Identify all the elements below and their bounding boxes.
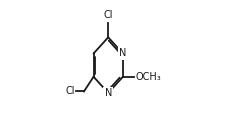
Text: Cl: Cl [65, 86, 75, 96]
Text: N: N [104, 88, 111, 98]
Text: Cl: Cl [103, 10, 112, 20]
Text: N: N [119, 48, 126, 59]
Text: OCH₃: OCH₃ [135, 72, 161, 82]
